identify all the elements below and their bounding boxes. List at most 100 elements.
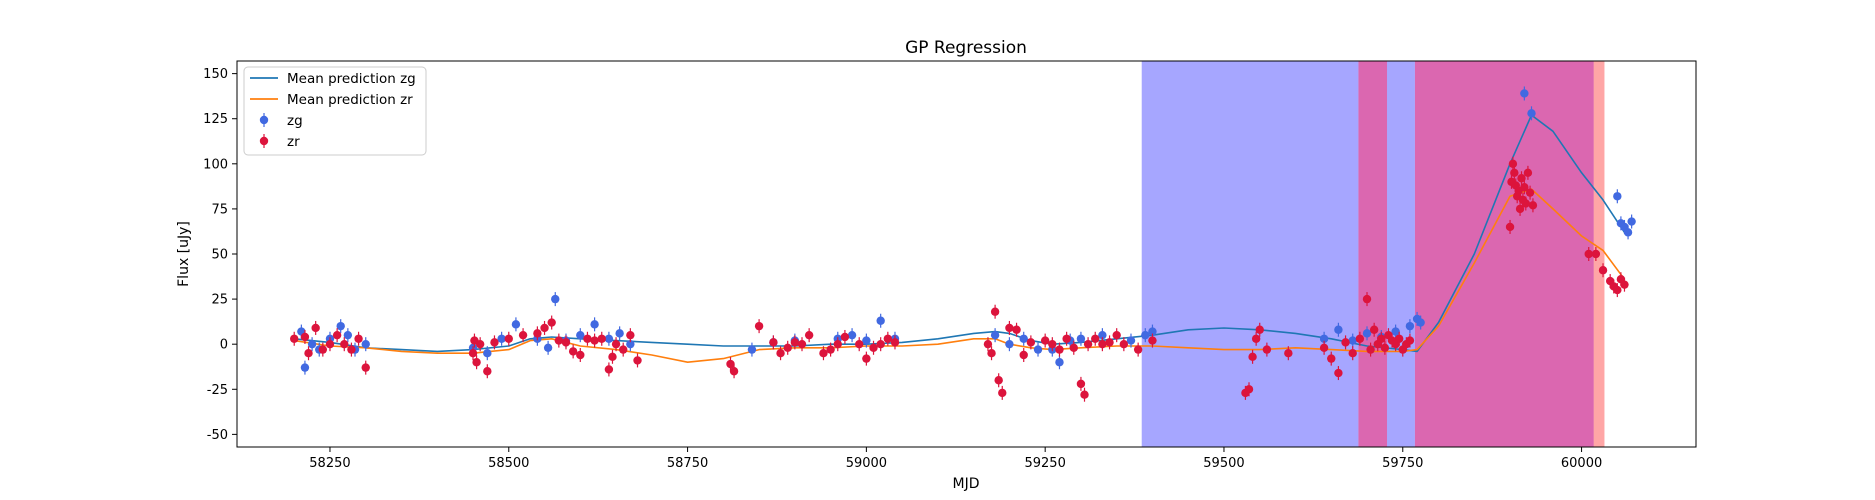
legend-label: zg (287, 113, 303, 129)
point-zr (1505, 222, 1515, 232)
point-zr (819, 349, 828, 358)
point-zr (1521, 199, 1530, 208)
point-zg (1527, 109, 1536, 118)
point-zg (1126, 336, 1136, 345)
point-zr (1369, 325, 1379, 334)
point-zr (1062, 334, 1071, 343)
point-zg (747, 345, 757, 354)
point-zg (1319, 334, 1329, 343)
point-zr (626, 330, 635, 340)
point-zr (1405, 336, 1415, 345)
point-zr (590, 336, 599, 345)
point-zg (1391, 327, 1400, 336)
point-zr (1055, 345, 1064, 354)
y-tick-label: 50 (211, 248, 228, 263)
point-zr (361, 363, 370, 372)
point-zr (994, 376, 1003, 385)
point-zr (290, 334, 299, 343)
point-zr (611, 339, 621, 349)
point-zr (1517, 174, 1526, 183)
point-zr (876, 339, 885, 349)
point-zr (1119, 339, 1129, 349)
point-zr (1334, 368, 1343, 378)
y-tick-label: -50 (207, 428, 228, 443)
point-zr (1026, 338, 1036, 347)
point-zr (869, 343, 878, 352)
point-zr (583, 334, 592, 343)
point-zr (1510, 168, 1519, 178)
x-tick-label: 58500 (488, 456, 529, 471)
point-zr (576, 350, 585, 360)
point-zr (1083, 339, 1093, 349)
x-tick-label: 59750 (1382, 456, 1423, 471)
point-zr (1040, 336, 1050, 345)
legend-label: Mean prediction zr (287, 92, 413, 108)
point-zr (300, 332, 310, 342)
point-zr (1327, 354, 1336, 363)
point-zr (304, 349, 313, 358)
point-zr (1112, 330, 1121, 340)
point-zg (1334, 325, 1343, 334)
point-zr (597, 334, 606, 343)
point-zr (1098, 339, 1107, 349)
point-zg (307, 339, 317, 349)
point-zr (1584, 249, 1593, 259)
point-zg (576, 330, 585, 340)
point-zg (590, 320, 599, 329)
point-zr (998, 388, 1007, 398)
point-zr (1525, 188, 1535, 197)
point-zg (604, 334, 614, 343)
point-zr (769, 338, 778, 347)
point-zr (1394, 334, 1404, 343)
point-zr (633, 356, 642, 365)
point-zr (1248, 352, 1257, 362)
point-zr (1012, 325, 1021, 334)
point-zg (336, 321, 345, 331)
shaded-region-0 (1141, 61, 1359, 447)
point-zr (608, 352, 617, 362)
point-zr (987, 349, 996, 358)
point-zr (833, 339, 842, 349)
point-zr (325, 339, 335, 349)
point-zr (1048, 339, 1057, 349)
point-zg (343, 330, 353, 340)
point-zg (1005, 339, 1014, 349)
point-zr (729, 367, 739, 376)
x-tick-label: 58750 (667, 456, 708, 471)
legend: Mean prediction zg Mean prediction zr zg zr (243, 66, 427, 156)
x-tick-label: 59000 (846, 456, 887, 471)
point-zr (1148, 336, 1157, 345)
point-zg (1098, 330, 1107, 340)
point-zr (1105, 338, 1114, 347)
point-zr (1355, 334, 1365, 343)
point-zg (615, 329, 624, 338)
x-tick-label: 58250 (309, 456, 350, 471)
point-zg (1055, 358, 1064, 367)
point-zg (1076, 334, 1086, 343)
point-zg (1520, 89, 1529, 98)
y-tick-label: 25 (211, 293, 228, 308)
point-zr (776, 349, 785, 358)
point-zr (1091, 334, 1100, 343)
point-zr (1080, 390, 1089, 399)
point-zg (483, 349, 492, 358)
point-zr (883, 334, 893, 343)
point-zg (1416, 318, 1425, 327)
legend-swatch-marker (259, 136, 269, 146)
point-zr (983, 339, 993, 349)
point-zg (361, 339, 370, 349)
point-zr (826, 345, 835, 354)
point-zr (1377, 334, 1386, 343)
point-zr (1076, 379, 1086, 389)
point-zg (1627, 217, 1636, 226)
point-zg (551, 294, 560, 304)
point-zr (619, 345, 628, 354)
point-zr (1528, 201, 1538, 210)
point-zg (626, 339, 635, 349)
point-zg (1033, 345, 1043, 354)
y-tick-label: 125 (203, 112, 228, 127)
point-zg (1141, 330, 1150, 340)
shaded-region-1 (1387, 61, 1415, 447)
point-zr (1284, 349, 1293, 358)
